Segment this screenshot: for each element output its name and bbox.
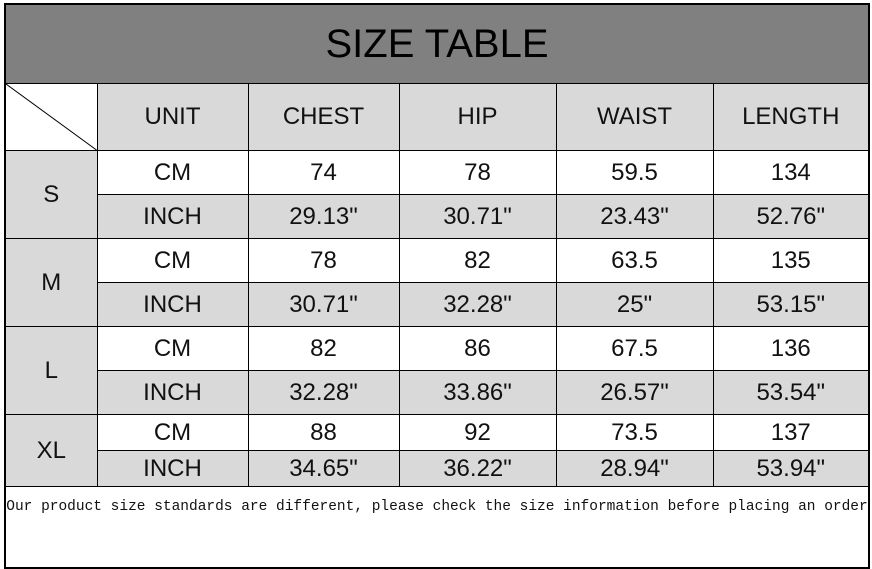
length-value: 52.76" [712, 194, 870, 239]
length-value: 136 [712, 326, 870, 371]
waist-value: 67.5 [555, 326, 714, 371]
length-value: 53.94" [712, 450, 870, 487]
size-row-xl-inch: INCH 34.65" 36.22" 28.94" 53.94" [5, 450, 870, 487]
waist-value: 59.5 [555, 150, 714, 195]
hip-value: 78 [398, 150, 557, 195]
table-title: SIZE TABLE [4, 3, 870, 84]
size-row-m-inch: INCH 30.71" 32.28" 25" 53.15" [5, 282, 870, 327]
size-label: M [4, 238, 98, 327]
hip-value: 32.28" [398, 282, 557, 327]
size-row-s-cm: S CM 74 78 59.5 134 [4, 150, 870, 239]
note-row: Our product size standards are different… [4, 486, 870, 569]
header-chest: CHEST [247, 83, 400, 151]
chest-value: 78 [247, 238, 400, 283]
size-label: L [4, 326, 98, 415]
unit-label: INCH [96, 370, 249, 415]
size-row-l-inch: INCH 32.28" 33.86" 26.57" 53.54" [5, 370, 870, 415]
chest-value: 74 [247, 150, 400, 195]
chest-value: 32.28" [247, 370, 400, 415]
waist-value: 28.94" [555, 450, 714, 487]
diagonal-line [6, 84, 97, 150]
size-label: XL [4, 414, 98, 487]
hip-value: 36.22" [398, 450, 557, 487]
size-label: S [4, 150, 98, 239]
waist-value: 63.5 [555, 238, 714, 283]
hip-value: 92 [398, 414, 557, 451]
length-value: 53.54" [712, 370, 870, 415]
unit-label: CM [96, 326, 249, 371]
size-note: Our product size standards are different… [4, 486, 870, 569]
header-waist: WAIST [555, 83, 714, 151]
length-value: 53.15" [712, 282, 870, 327]
hip-value: 30.71" [398, 194, 557, 239]
chest-value: 82 [247, 326, 400, 371]
chest-value: 88 [247, 414, 400, 451]
length-value: 137 [712, 414, 870, 451]
header-row: UNIT CHEST HIP WAIST LENGTH [4, 83, 870, 151]
length-value: 134 [712, 150, 870, 195]
unit-label: INCH [96, 194, 249, 239]
waist-value: 25" [555, 282, 714, 327]
size-row-l-cm: L CM 82 86 67.5 136 [4, 326, 870, 415]
hip-value: 33.86" [398, 370, 557, 415]
chest-value: 34.65" [247, 450, 400, 487]
unit-label: INCH [96, 282, 249, 327]
size-row-m-cm: M CM 78 82 63.5 135 [4, 238, 870, 327]
unit-label: CM [96, 150, 249, 195]
chest-value: 29.13" [247, 194, 400, 239]
size-row-s-inch: INCH 29.13" 30.71" 23.43" 52.76" [5, 194, 870, 239]
length-value: 135 [712, 238, 870, 283]
size-row-xl-cm: XL CM 88 92 73.5 137 [4, 414, 870, 487]
unit-label: CM [96, 238, 249, 283]
hip-value: 82 [398, 238, 557, 283]
chest-value: 30.71" [247, 282, 400, 327]
unit-label: INCH [96, 450, 249, 487]
waist-value: 73.5 [555, 414, 714, 451]
header-hip: HIP [398, 83, 557, 151]
header-unit: UNIT [96, 83, 249, 151]
title-row: SIZE TABLE [4, 3, 870, 84]
unit-label: CM [96, 414, 249, 451]
waist-value: 23.43" [555, 194, 714, 239]
size-table: SIZE TABLE UNIT CHEST HIP WAIST LENGTH S… [4, 3, 870, 569]
hip-value: 86 [398, 326, 557, 371]
diagonal-corner-cell [4, 83, 98, 151]
waist-value: 26.57" [555, 370, 714, 415]
header-length: LENGTH [712, 83, 870, 151]
